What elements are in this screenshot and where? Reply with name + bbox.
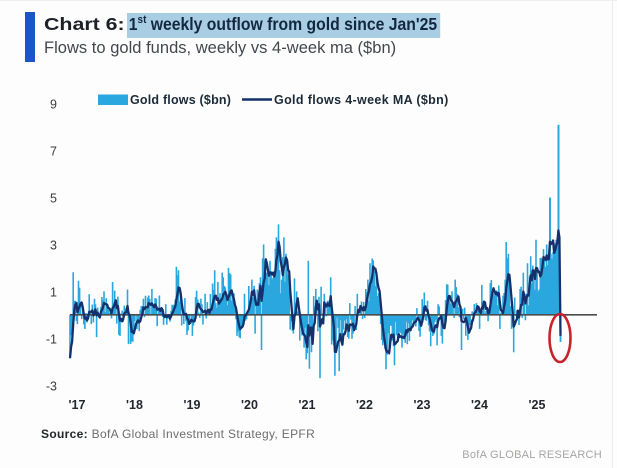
svg-text:9: 9 bbox=[50, 98, 57, 112]
svg-text:Gold flows 4-week MA ($bn): Gold flows 4-week MA ($bn) bbox=[274, 93, 449, 107]
svg-text:'18: '18 bbox=[126, 398, 143, 412]
svg-text:'25: '25 bbox=[529, 398, 546, 412]
svg-text:'22: '22 bbox=[356, 398, 373, 412]
svg-text:'24: '24 bbox=[471, 398, 488, 412]
svg-text:-3: -3 bbox=[46, 380, 57, 394]
svg-text:'23: '23 bbox=[414, 398, 431, 412]
svg-text:1: 1 bbox=[50, 286, 57, 300]
svg-text:5: 5 bbox=[50, 192, 57, 206]
svg-text:7: 7 bbox=[50, 145, 57, 159]
svg-text:'21: '21 bbox=[299, 398, 316, 412]
svg-text:-1: -1 bbox=[46, 333, 57, 347]
svg-text:3: 3 bbox=[50, 239, 57, 253]
svg-text:'20: '20 bbox=[241, 398, 258, 412]
svg-text:Gold flows ($bn): Gold flows ($bn) bbox=[130, 93, 231, 107]
svg-text:'17: '17 bbox=[69, 398, 86, 412]
svg-text:'19: '19 bbox=[184, 398, 201, 412]
